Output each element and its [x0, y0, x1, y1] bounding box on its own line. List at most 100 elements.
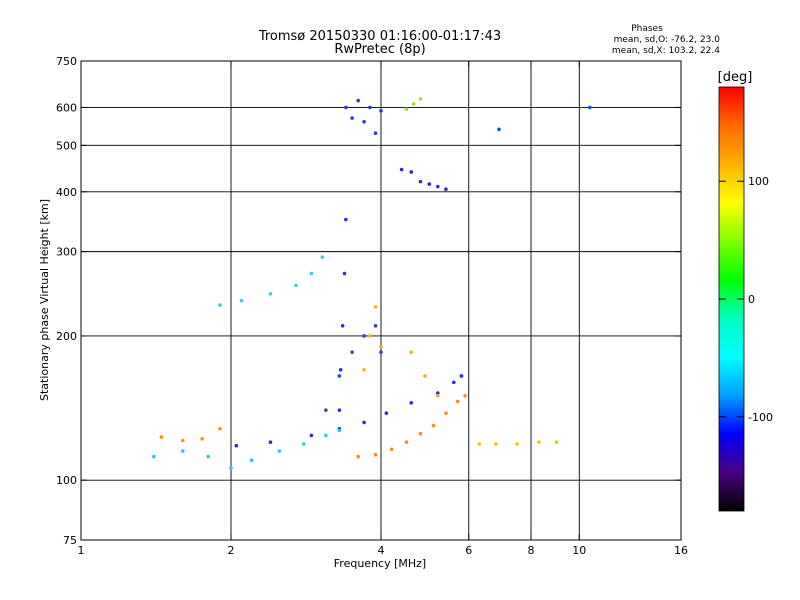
legend-title: Phases	[631, 24, 663, 34]
y-axis-label: Stationary phase Virtual Height [km]	[38, 199, 51, 401]
data-point	[497, 127, 501, 132]
data-point	[409, 170, 414, 174]
data-point	[477, 442, 482, 446]
data-point	[431, 423, 436, 428]
data-point	[340, 324, 345, 328]
y-tick-label: 750	[56, 55, 77, 68]
data-point	[338, 367, 343, 372]
data-point	[239, 298, 244, 303]
grid-lines	[81, 61, 681, 540]
data-point	[320, 255, 325, 260]
data-point	[324, 408, 328, 412]
data-point	[309, 433, 314, 438]
data-point	[229, 466, 233, 470]
x-tick-label: 6	[465, 544, 472, 557]
data-point	[200, 436, 204, 441]
data-point	[379, 344, 383, 349]
data-point	[180, 438, 185, 443]
data-point	[268, 291, 273, 296]
x-tick-label: 8	[528, 544, 535, 557]
legend-block: Phases mean, sd,O: -76.2, 23.0 mean, sd,…	[612, 24, 720, 56]
data-point	[463, 394, 467, 398]
data-point	[423, 374, 427, 378]
x-tick-label: 1	[78, 544, 85, 557]
data-point	[218, 303, 222, 307]
data-point	[418, 179, 423, 184]
colorbar-tick-label: 0	[748, 293, 755, 306]
data-point	[350, 116, 354, 120]
x-tick-label: 16	[674, 544, 688, 557]
colorbar: [deg] 100 0 -100	[718, 70, 773, 512]
data-point	[515, 442, 519, 446]
data-point	[342, 271, 347, 276]
data-point	[356, 454, 360, 459]
data-point	[368, 105, 372, 110]
data-point	[379, 109, 383, 113]
y-tick-label: 200	[56, 330, 77, 343]
data-point	[249, 458, 254, 463]
data-point	[362, 119, 366, 124]
data-point	[277, 449, 282, 453]
data-point	[404, 440, 409, 445]
data-point	[356, 98, 360, 103]
data-point	[399, 167, 404, 172]
data-point	[379, 350, 383, 354]
data-point	[344, 105, 348, 110]
data-point	[373, 452, 378, 457]
data-point	[435, 391, 440, 395]
data-point	[268, 440, 273, 445]
data-point	[404, 107, 409, 111]
chart-subtitle: RwPretec (8p)	[334, 42, 425, 57]
y-tick-label: 400	[56, 186, 77, 199]
data-point	[389, 447, 394, 452]
data-point	[337, 408, 342, 412]
data-point	[362, 420, 366, 425]
axis-ticks: 1 2 4 6 8 10 16 75 100 200 300 400 500 600 750	[56, 55, 688, 557]
data-point	[362, 334, 366, 338]
legend-entry-x: mean, sd,X: 103.2, 22.4	[612, 46, 720, 56]
data-point	[411, 102, 416, 106]
x-tick-label: 2	[228, 544, 235, 557]
data-point	[234, 443, 239, 448]
colorbar-ticks: 100 0 -100	[719, 175, 773, 424]
data-point	[588, 105, 592, 110]
data-point	[159, 435, 164, 439]
data-point	[384, 411, 389, 415]
chart-title: Tromsø 20150330 01:16:00-01:17:43	[258, 29, 501, 44]
data-point	[455, 399, 460, 404]
data-point	[418, 431, 423, 436]
data-point	[218, 427, 222, 431]
data-point	[294, 283, 298, 288]
data-point	[373, 324, 378, 328]
data-point	[459, 374, 464, 378]
y-tick-label: 300	[56, 246, 77, 259]
data-point	[435, 184, 440, 189]
data-point	[337, 374, 342, 378]
data-point	[180, 449, 185, 453]
data-point	[324, 433, 328, 438]
data-point	[409, 350, 414, 354]
legend-entry-o: mean, sd,O: -76.2, 23.0	[614, 35, 721, 45]
data-point	[309, 271, 314, 276]
y-tick-label: 600	[56, 101, 77, 114]
data-point	[537, 440, 541, 445]
data-point	[554, 440, 559, 445]
x-axis-label: Frequency [MHz]	[334, 557, 426, 570]
data-point	[373, 131, 378, 136]
data-point	[373, 305, 378, 309]
data-points	[152, 97, 592, 470]
data-point	[362, 367, 366, 372]
data-point	[409, 401, 414, 405]
data-point	[152, 454, 156, 459]
y-tick-label: 500	[56, 139, 77, 152]
x-tick-label: 10	[572, 544, 586, 557]
y-tick-label: 100	[56, 474, 77, 487]
colorbar-tick-label: -100	[748, 411, 773, 424]
data-point	[494, 442, 498, 446]
colorbar-label: [deg]	[718, 70, 753, 85]
y-tick-label: 75	[63, 534, 77, 547]
data-point	[435, 394, 440, 398]
data-point	[368, 334, 372, 338]
data-point	[344, 217, 348, 222]
